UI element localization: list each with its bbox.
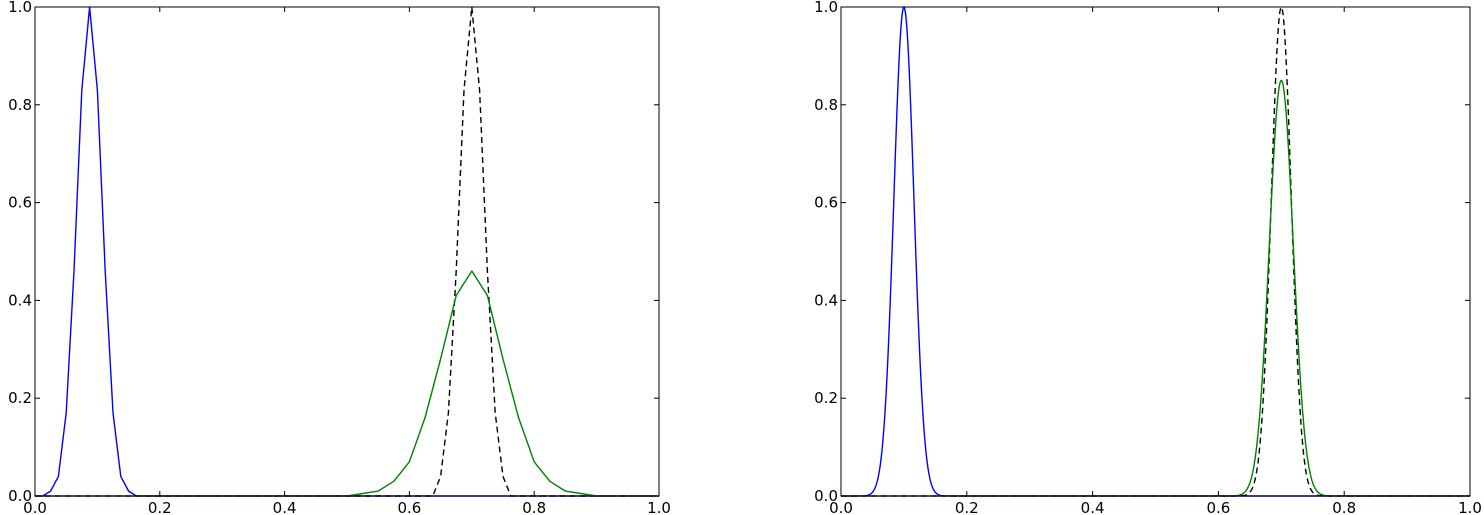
y-tick-label: 0.6 xyxy=(8,194,32,212)
x-tick-label: 0.2 xyxy=(148,499,172,515)
x-tick-label: 0.8 xyxy=(522,499,546,515)
y-tick-label: 0.6 xyxy=(814,194,838,212)
y-tick-label: 0.2 xyxy=(814,389,838,407)
x-tick-label: 1.0 xyxy=(647,499,671,515)
y-tick-label: 0.4 xyxy=(814,291,838,309)
series-line-2 xyxy=(840,6,1471,497)
x-tick-label: 0.2 xyxy=(955,499,979,515)
chart-panel-2: 0.0 0.2 0.4 0.6 0.8 1.0 0.0 0.2 0.4 0.6 0.8 1.0 xyxy=(814,0,1482,515)
x-tick-label: 0.6 xyxy=(1206,499,1230,515)
x-tick-label: 1.0 xyxy=(1458,499,1482,515)
x-tick-label: 0.4 xyxy=(1081,499,1105,515)
axes-frame xyxy=(34,6,660,497)
y-tick-label: 1.0 xyxy=(814,0,838,16)
chart-panel-1: 0.0 0.2 0.4 0.6 0.8 1.0 0.0 0.2 0.4 0.6 0.8 1.0 xyxy=(8,0,671,515)
y-tick-label: 0.2 xyxy=(8,389,32,407)
y-tick-label: 0.4 xyxy=(8,291,32,309)
axes-frame xyxy=(840,6,1471,497)
x-tick-label: 0.0 xyxy=(23,499,47,515)
x-tick-label: 0.0 xyxy=(829,499,853,515)
series-line-3 xyxy=(35,270,659,497)
y-tick-label: 0.8 xyxy=(814,96,838,114)
series-line-1 xyxy=(35,6,659,497)
y-tick-label: 0.8 xyxy=(8,96,32,114)
y-tick-label: 0.0 xyxy=(814,487,838,505)
series-line-3 xyxy=(840,79,1471,497)
series-line-1 xyxy=(840,6,1471,497)
series-line-2 xyxy=(35,6,659,497)
x-tick-label: 0.4 xyxy=(273,499,297,515)
x-tick-label: 0.6 xyxy=(397,499,421,515)
y-tick-label: 1.0 xyxy=(8,0,32,16)
y-tick-label: 0.0 xyxy=(8,487,32,505)
x-tick-label: 0.8 xyxy=(1332,499,1356,515)
